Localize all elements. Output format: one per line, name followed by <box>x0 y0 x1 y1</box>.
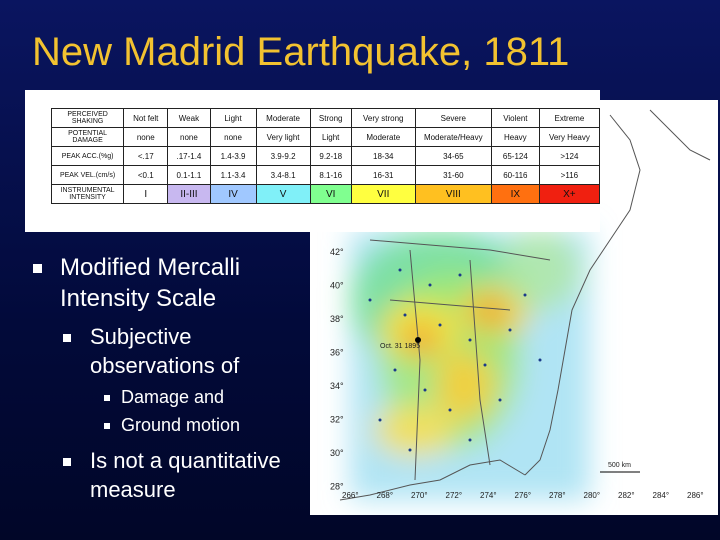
table-cell: 16-31 <box>350 165 416 185</box>
table-cell: Weak <box>167 108 211 128</box>
table-cell: Severe <box>414 108 492 128</box>
observation-points <box>368 268 542 452</box>
table-cell: Very strong <box>350 108 416 128</box>
table-cell: <.17 <box>123 146 169 166</box>
epicenter <box>415 337 421 343</box>
bullet-marker <box>33 264 42 273</box>
intensity-heatmap <box>350 230 590 500</box>
table-cell: none <box>167 127 211 147</box>
table-cell: IV <box>209 184 257 204</box>
table-cell: VI <box>309 184 352 204</box>
bullet-text: Damage and <box>121 387 225 407</box>
row-header: INSTRUMENTAL INTENSITY <box>50 184 125 204</box>
bullet-marker <box>104 423 110 429</box>
table-cell: <0.1 <box>123 165 169 185</box>
longitude-label: 272° <box>446 491 463 500</box>
table-cell: VIII <box>414 184 492 204</box>
table-cell: 60-116 <box>490 165 540 185</box>
bullet-text: Modified Mercalli Intensity Scale <box>60 254 241 313</box>
bullet-marker <box>63 458 71 466</box>
bullet-text: Is not a quantitative measure <box>90 448 281 502</box>
latitude-label: 30° <box>330 448 344 458</box>
table-cell: Light <box>209 108 257 128</box>
table-cell: 65-124 <box>490 146 540 166</box>
event-label: Oct. 31 1895 <box>380 343 420 350</box>
table-cell: none <box>123 127 169 147</box>
bullet-marker <box>63 334 71 342</box>
table-cell: 1.4-3.9 <box>209 146 257 166</box>
table-cell: X+ <box>538 184 601 204</box>
longitude-label: 276° <box>515 491 532 500</box>
table-cell: V <box>255 184 311 204</box>
table-cell: 18-34 <box>350 146 416 166</box>
latitude-label: 36° <box>330 348 344 358</box>
latitude-label: 34° <box>330 381 344 391</box>
longitude-label: 274° <box>480 491 497 500</box>
table-cell: 8.1-16 <box>309 165 352 185</box>
latitude-label: 28° <box>330 482 344 492</box>
table-cell: 3.9-9.2 <box>255 146 311 166</box>
mercalli-table: PERCEIVED SHAKING Not felt Weak Light Modera… <box>50 108 601 204</box>
table-cell: 9.2-18 <box>309 146 352 166</box>
table-cell: IX <box>490 184 540 204</box>
table-cell: Extreme <box>538 108 601 128</box>
table-cell: Moderate/Heavy <box>414 127 492 147</box>
bullet-text: Ground motion <box>121 415 241 435</box>
table-row: PEAK VEL.(cm/s) <0.1 0.1-1.1 1.1-3.4 3.4-8.1… <box>50 165 601 185</box>
longitude-label: 266° <box>342 491 359 500</box>
table-cell: Very light <box>255 127 311 147</box>
table-cell: 1.1-3.4 <box>209 165 257 185</box>
table-cell: Violent <box>490 108 540 128</box>
longitude-label: 280° <box>584 491 601 500</box>
table-cell: >124 <box>538 146 601 166</box>
longitude-label: 286° <box>687 491 704 500</box>
latitude-label: 42° <box>330 247 344 257</box>
table-cell: 34-65 <box>414 146 492 166</box>
table-cell: II-III <box>167 184 211 204</box>
slide-title: New Madrid Earthquake, 1811 <box>32 30 570 74</box>
table-cell: 31-60 <box>414 165 492 185</box>
map: 42° 40° 38° 36° 34° 32° 30° 28°266° 268° 270° 272°… <box>330 109 711 501</box>
longitude-label: 284° <box>653 491 670 500</box>
table-cell: I <box>123 184 169 204</box>
table-cell: Heavy <box>490 127 540 147</box>
latitude-label: 32° <box>330 415 344 425</box>
latitude-label: 38° <box>330 314 344 324</box>
longitude-label: 282° <box>618 491 635 500</box>
table-row: PEAK ACC.(%g) <.17.17-1.4 1.4-3.9 3.9-9.2 9.… <box>50 146 601 166</box>
bullet-marker <box>104 395 110 401</box>
row-header: POTENTIAL DAMAGE <box>50 127 125 147</box>
table-row: INSTRUMENTAL INTENSITY I II-III IV V VI VII VII… <box>50 184 601 204</box>
table-cell: >116 <box>538 165 601 185</box>
longitude-label: 278° <box>549 491 566 500</box>
row-header: PEAK VEL.(cm/s) <box>50 165 125 185</box>
table-cell: 3.4-8.1 <box>255 165 311 185</box>
bullet-text: Subjective observations of <box>90 324 240 378</box>
table-cell: Moderate <box>350 127 416 147</box>
table-cell: Moderate <box>255 108 311 128</box>
table-cell: .17-1.4 <box>167 146 211 166</box>
table-cell: VII <box>350 184 416 204</box>
table-row: POTENTIAL DAMAGE none none none Very light Li… <box>50 127 601 147</box>
table-cell: Very Heavy <box>538 127 601 147</box>
row-header: PEAK ACC.(%g) <box>50 146 125 166</box>
table-row: PERCEIVED SHAKING Not felt Weak Light Modera… <box>50 108 601 128</box>
table-cell: Not felt <box>123 108 169 128</box>
table-cell: Strong <box>309 108 352 128</box>
longitude-label: 270° <box>411 491 428 500</box>
table-cell: 0.1-1.1 <box>167 165 211 185</box>
table-cell: none <box>209 127 257 147</box>
mercalli-table-panel: PERCEIVED SHAKING Not felt Weak Light Modera… <box>25 90 601 232</box>
row-header: PERCEIVED SHAKING <box>50 108 125 128</box>
longitude-label: 268° <box>377 491 394 500</box>
table-cell: Light <box>309 127 352 147</box>
scale-label: 500 km <box>608 462 631 469</box>
latitude-label: 40° <box>330 281 344 291</box>
